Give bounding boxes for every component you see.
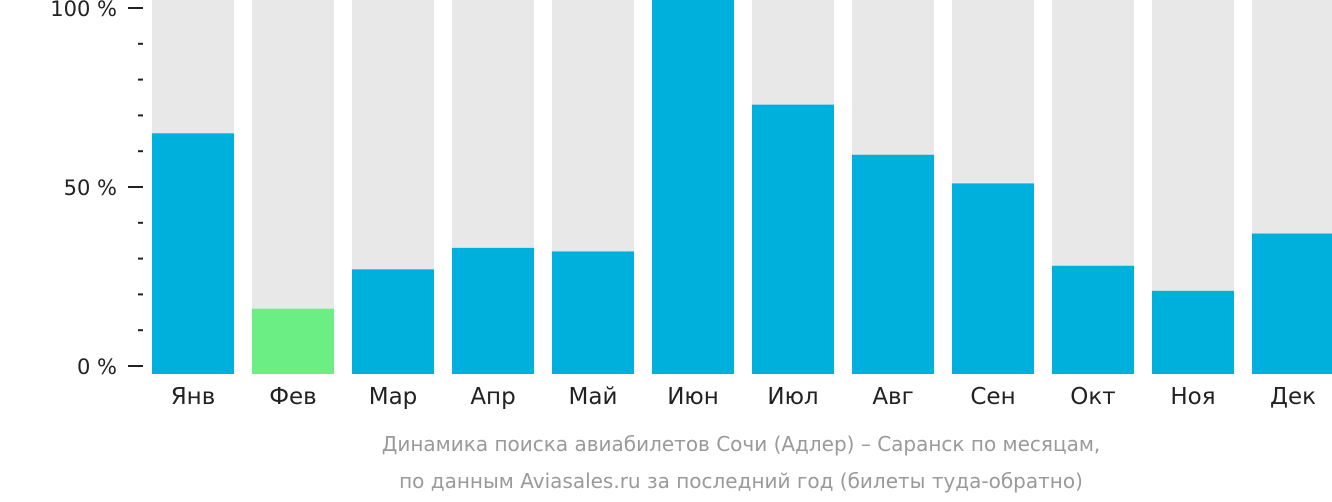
x-tick-label-4: Апр bbox=[470, 384, 515, 410]
x-tick-label-3: Мар bbox=[369, 384, 418, 410]
x-tick-label-1: Янв bbox=[171, 384, 216, 410]
bar-7 bbox=[752, 104, 834, 374]
bar-12 bbox=[1252, 233, 1332, 374]
chart-caption: Динамика поиска авиабилетов Сочи (Адлер)… bbox=[382, 432, 1101, 493]
y-tick-label-3: 0 % bbox=[77, 355, 117, 379]
caption-line-2: по данным Aviasales.ru за последний год … bbox=[399, 469, 1083, 493]
bar-11 bbox=[1152, 290, 1234, 374]
y-tick-label-1: 100 % bbox=[50, 0, 117, 21]
x-tick-label-6: Июн bbox=[667, 384, 719, 410]
bar-10 bbox=[1052, 265, 1134, 374]
x-tick-label-12: Дек bbox=[1270, 384, 1316, 410]
bar-3 bbox=[352, 269, 434, 374]
data-bars bbox=[152, 0, 1332, 374]
bar-6 bbox=[652, 0, 734, 374]
x-tick-label-7: Июл bbox=[767, 384, 818, 410]
x-tick-label-9: Сен bbox=[970, 384, 1015, 410]
bar-1 bbox=[152, 133, 234, 374]
y-tick-label-2: 50 % bbox=[64, 176, 117, 200]
y-axis: 100 % 50 % 0 % bbox=[50, 0, 143, 379]
x-tick-label-11: Ноя bbox=[1170, 384, 1215, 410]
x-tick-label-8: Авг bbox=[872, 384, 913, 410]
bar-4 bbox=[452, 247, 534, 374]
x-tick-label-10: Окт bbox=[1070, 384, 1115, 410]
x-tick-label-2: Фев bbox=[269, 384, 317, 410]
caption-line-1: Динамика поиска авиабилетов Сочи (Адлер)… bbox=[382, 432, 1101, 456]
bar-5 bbox=[552, 251, 634, 374]
x-tick-label-5: Май bbox=[569, 384, 618, 410]
bar-8 bbox=[852, 154, 934, 374]
bar-2 bbox=[252, 308, 334, 374]
bar-9 bbox=[952, 183, 1034, 374]
x-axis: Янв Фев Мар Апр Май Июн Июл Авг Сен Окт Ноя Дек bbox=[171, 384, 1316, 410]
